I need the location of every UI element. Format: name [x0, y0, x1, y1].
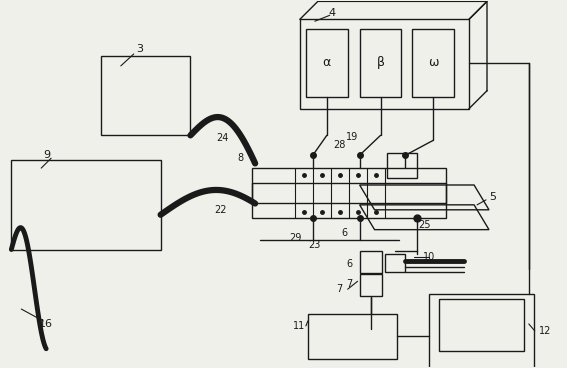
Bar	[359, 29, 401, 97]
Text: 5: 5	[489, 192, 496, 202]
Text: 6: 6	[342, 228, 348, 238]
Text: 22: 22	[214, 205, 227, 215]
Bar	[439, 299, 524, 351]
Text: 16: 16	[39, 319, 53, 329]
Text: ω: ω	[428, 56, 438, 70]
Text: 23: 23	[308, 240, 321, 250]
Bar	[306, 29, 348, 97]
Text: 4: 4	[328, 8, 335, 18]
Text: 29: 29	[289, 233, 301, 243]
Bar	[11, 160, 160, 250]
Bar	[386, 254, 405, 272]
Text: 3: 3	[136, 44, 143, 54]
Bar	[387, 153, 417, 178]
Text: 11: 11	[293, 321, 305, 331]
Text: 8: 8	[237, 153, 243, 163]
Bar	[359, 274, 382, 296]
Text: 12: 12	[539, 326, 551, 336]
Bar	[308, 314, 397, 359]
Bar	[300, 19, 469, 109]
Text: α: α	[323, 56, 331, 70]
Bar	[412, 29, 454, 97]
Text: 7: 7	[337, 284, 343, 294]
Text: 10: 10	[423, 252, 435, 262]
Text: 9: 9	[43, 150, 50, 160]
Text: 19: 19	[345, 132, 358, 142]
Text: 25: 25	[418, 220, 430, 230]
Bar	[252, 183, 446, 203]
Text: β: β	[376, 56, 384, 70]
Text: 24: 24	[216, 133, 229, 144]
Text: 28: 28	[333, 140, 346, 150]
Bar	[101, 56, 191, 135]
Text: 7: 7	[346, 279, 353, 289]
Bar	[359, 251, 382, 273]
Bar	[429, 294, 534, 368]
Bar	[252, 168, 446, 218]
Text: 6: 6	[346, 259, 353, 269]
